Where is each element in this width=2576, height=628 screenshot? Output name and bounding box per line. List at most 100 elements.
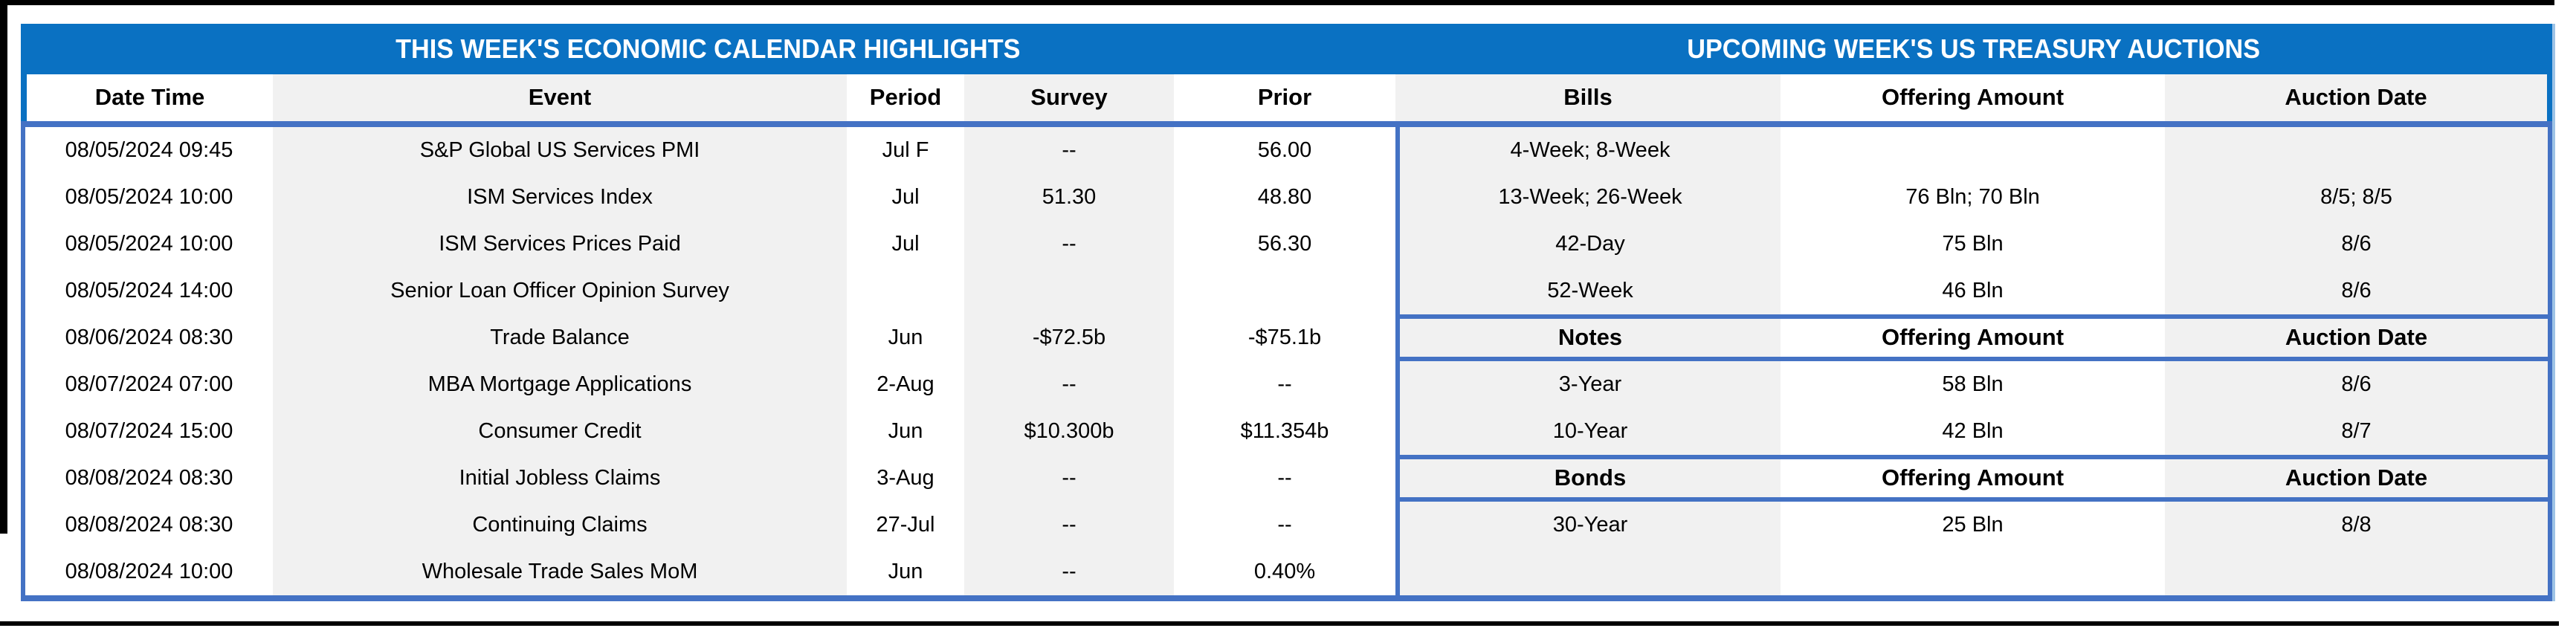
calendar-cell-period: 2-Aug <box>847 361 964 408</box>
calendar-cell-prior: -$75.1b <box>1174 314 1395 361</box>
col-header-auction-date: Auction Date <box>2165 74 2552 121</box>
auction-cell-amount: 46 Bln <box>1781 268 2165 314</box>
calendar-cell-period: 27-Jul <box>847 502 964 548</box>
frame-top-border <box>0 0 2554 5</box>
col-header-date-time: Date Time <box>21 74 273 121</box>
calendar-cell-survey: -- <box>964 502 1174 548</box>
calendar-cell-period <box>847 268 964 314</box>
auction-cell-instrument: 4-Week; 8-Week <box>1395 127 1781 174</box>
calendar-cell-survey: -- <box>964 127 1174 174</box>
col-header-offering-amount: Offering Amount <box>1781 74 2165 121</box>
auction-cell-date: 8/8 <box>2165 502 2552 548</box>
auction-cell-amount: 58 Bln <box>1781 361 2165 408</box>
calendar-cell-survey: -- <box>964 221 1174 268</box>
calendar-cell-event: Initial Jobless Claims <box>273 455 847 502</box>
economic-calendar-title-text: THIS WEEK'S ECONOMIC CALENDAR HIGHLIGHTS <box>396 33 1021 64</box>
frame-left-border <box>0 0 7 534</box>
auction-cell-amount: 76 Bln; 70 Bln <box>1781 174 2165 221</box>
auction-cell-date: 8/6 <box>2165 361 2552 408</box>
calendar-cell-date-time: 08/08/2024 08:30 <box>21 455 273 502</box>
calendar-cell-period: Jul <box>847 221 964 268</box>
table-bottom-border <box>21 595 2552 601</box>
calendar-cell-date-time: 08/07/2024 15:00 <box>21 408 273 455</box>
auction-cell-amount <box>1781 548 2165 595</box>
auction-cell-instrument: 30-Year <box>1395 502 1781 548</box>
economic-calendar-title: THIS WEEK'S ECONOMIC CALENDAR HIGHLIGHTS <box>21 24 1395 74</box>
auction-cell-amount: 42 Bln <box>1781 408 2165 455</box>
auction-section-header-notes: Notes <box>1395 314 1781 361</box>
calendar-cell-survey: -- <box>964 455 1174 502</box>
calendar-cell-prior: 0.40% <box>1174 548 1395 595</box>
auction-cell-amount: 25 Bln <box>1781 502 2165 548</box>
auction-cell-date: 8/7 <box>2165 408 2552 455</box>
calendar-cell-survey <box>964 268 1174 314</box>
calendar-cell-prior: $11.354b <box>1174 408 1395 455</box>
calendar-cell-period: Jul <box>847 174 964 221</box>
auction-cell-date <box>2165 127 2552 174</box>
calendar-cell-survey: -- <box>964 361 1174 408</box>
calendar-cell-period: Jun <box>847 548 964 595</box>
calendar-cell-period: Jul F <box>847 127 964 174</box>
calendar-cell-event: Consumer Credit <box>273 408 847 455</box>
calendar-cell-event: Trade Balance <box>273 314 847 361</box>
calendar-cell-survey: 51.30 <box>964 174 1174 221</box>
col-header-bills: Bills <box>1395 74 1781 121</box>
auction-section-header-bonds: Bonds <box>1395 455 1781 502</box>
calendar-cell-period: 3-Aug <box>847 455 964 502</box>
calendar-cell-period: Jun <box>847 314 964 361</box>
treasury-auctions-title: UPCOMING WEEK'S US TREASURY AUCTIONS <box>1395 24 2552 74</box>
calendar-cell-survey: -- <box>964 548 1174 595</box>
calendar-cell-period: Jun <box>847 408 964 455</box>
auction-cell-date: 8/6 <box>2165 221 2552 268</box>
calendar-cell-date-time: 08/05/2024 14:00 <box>21 268 273 314</box>
header-separator-line <box>21 121 2552 127</box>
col-header-prior: Prior <box>1174 74 1395 121</box>
calendar-cell-prior: -- <box>1174 455 1395 502</box>
calendar-cell-event: ISM Services Index <box>273 174 847 221</box>
calendar-cell-event: Senior Loan Officer Opinion Survey <box>273 268 847 314</box>
frame-bottom-border <box>0 621 2559 626</box>
calendar-cell-date-time: 08/05/2024 09:45 <box>21 127 273 174</box>
col-header-period: Period <box>847 74 964 121</box>
auction-cell-instrument: 3-Year <box>1395 361 1781 408</box>
col-header-survey: Survey <box>964 74 1174 121</box>
calendar-cell-date-time: 08/08/2024 10:00 <box>21 548 273 595</box>
economic-calendar-and-auctions-table: THIS WEEK'S ECONOMIC CALENDAR HIGHLIGHTS… <box>21 24 2552 595</box>
auction-cell-amount <box>1781 127 2165 174</box>
col-header-event: Event <box>273 74 847 121</box>
auction-section-header-offering-amount: Offering Amount <box>1781 455 2165 502</box>
auction-section-header-auction-date: Auction Date <box>2165 455 2552 502</box>
calendar-cell-event: MBA Mortgage Applications <box>273 361 847 408</box>
calendar-cell-event: Continuing Claims <box>273 502 847 548</box>
calendar-cell-event: ISM Services Prices Paid <box>273 221 847 268</box>
treasury-auctions-title-text: UPCOMING WEEK'S US TREASURY AUCTIONS <box>1687 33 2261 64</box>
auction-cell-instrument: 52-Week <box>1395 268 1781 314</box>
auction-section-header-auction-date: Auction Date <box>2165 314 2552 361</box>
calendar-cell-event: S&P Global US Services PMI <box>273 127 847 174</box>
auction-cell-instrument: 10-Year <box>1395 408 1781 455</box>
calendar-cell-prior: 56.30 <box>1174 221 1395 268</box>
auction-cell-instrument: 13-Week; 26-Week <box>1395 174 1781 221</box>
calendar-cell-prior: 56.00 <box>1174 127 1395 174</box>
calendar-cell-date-time: 08/07/2024 07:00 <box>21 361 273 408</box>
calendar-cell-date-time: 08/05/2024 10:00 <box>21 174 273 221</box>
calendar-cell-prior <box>1174 268 1395 314</box>
auction-cell-instrument <box>1395 548 1781 595</box>
calendar-cell-survey: -$72.5b <box>964 314 1174 361</box>
table-right-accent-line <box>2552 24 2555 601</box>
calendar-cell-prior: -- <box>1174 361 1395 408</box>
calendar-cell-event: Wholesale Trade Sales MoM <box>273 548 847 595</box>
auction-cell-date: 8/5; 8/5 <box>2165 174 2552 221</box>
calendar-cell-prior: 48.80 <box>1174 174 1395 221</box>
auction-cell-amount: 75 Bln <box>1781 221 2165 268</box>
calendar-cell-survey: $10.300b <box>964 408 1174 455</box>
auction-cell-date <box>2165 548 2552 595</box>
calendar-cell-date-time: 08/08/2024 08:30 <box>21 502 273 548</box>
calendar-cell-prior: -- <box>1174 502 1395 548</box>
auction-cell-instrument: 42-Day <box>1395 221 1781 268</box>
auction-section-header-offering-amount: Offering Amount <box>1781 314 2165 361</box>
auction-cell-date: 8/6 <box>2165 268 2552 314</box>
calendar-cell-date-time: 08/06/2024 08:30 <box>21 314 273 361</box>
calendar-cell-date-time: 08/05/2024 10:00 <box>21 221 273 268</box>
